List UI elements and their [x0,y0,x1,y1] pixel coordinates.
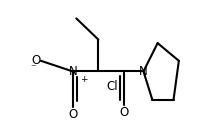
Text: ⁻: ⁻ [30,63,36,73]
Text: +: + [80,75,87,84]
Text: O: O [68,108,77,121]
Text: N: N [68,65,77,78]
Text: Cl: Cl [106,80,118,93]
Text: O: O [32,54,41,67]
Text: N: N [139,65,148,78]
Text: O: O [119,106,129,119]
